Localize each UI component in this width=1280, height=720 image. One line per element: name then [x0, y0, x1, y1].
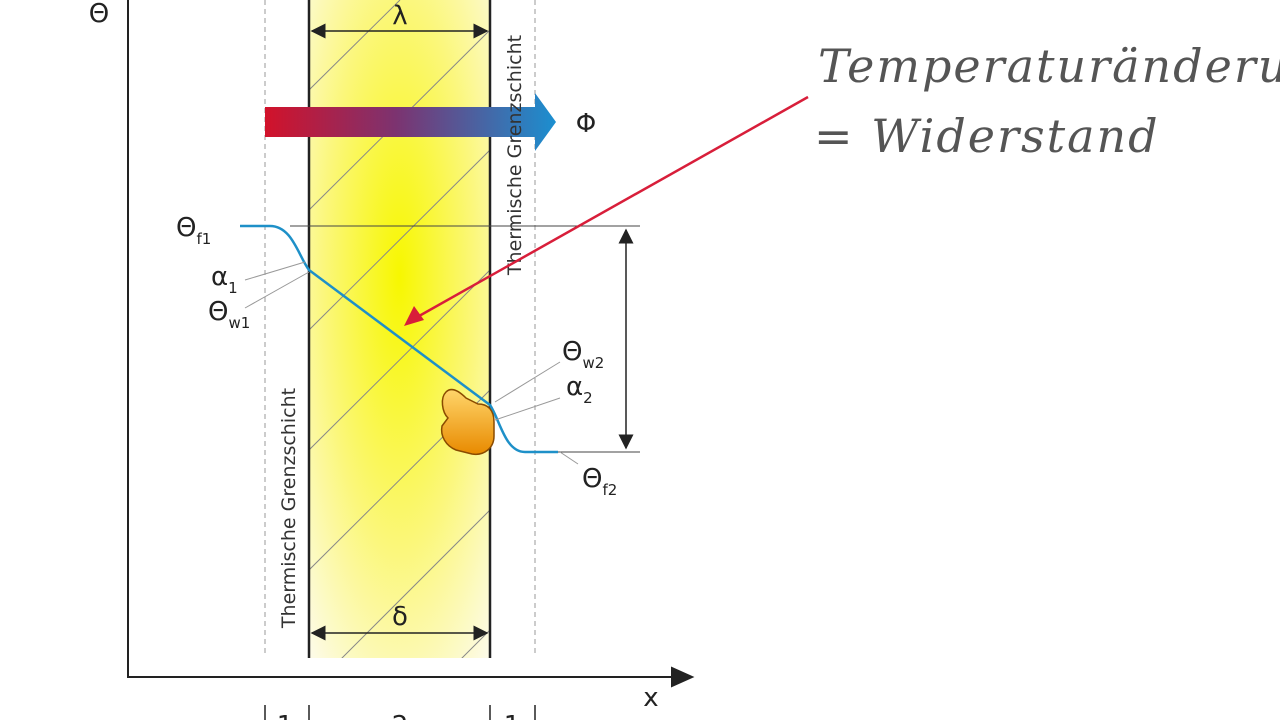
subscript: w2: [582, 354, 604, 372]
lambda-label: λ: [392, 1, 407, 31]
subscript: f2: [602, 481, 617, 499]
bottom-label: 1: [504, 711, 521, 720]
axes: [127, 0, 695, 688]
hatching: [309, 0, 490, 658]
label-theta-w1: Θw1: [208, 297, 250, 332]
symbol: Θ: [562, 337, 582, 367]
boundary-label-left: Thermische Grenzschicht: [278, 388, 300, 629]
heat-flow-label: Φ: [576, 109, 596, 139]
annotation-arrowhead: [404, 306, 424, 326]
delta-label: δ: [392, 602, 408, 632]
heat-flow-arrow: [265, 93, 556, 151]
y-axis-label: Θ: [89, 0, 109, 29]
leader-lines: [244, 261, 579, 465]
bottom-label: 2: [392, 711, 409, 720]
wall-fill: [309, 0, 490, 658]
symbol: Θ: [208, 297, 228, 327]
hand-cursor: [440, 388, 495, 456]
subscript: 1: [228, 279, 238, 297]
label-theta-f1: Θf1: [176, 213, 211, 248]
label-theta-f2: Θf2: [582, 464, 617, 499]
annotation-line-1: Temperaturänderung: [818, 39, 1280, 93]
symbol: α: [211, 262, 228, 292]
subscript: w1: [228, 314, 250, 332]
bottom-ticks: [264, 705, 536, 720]
boundary-label-right: Thermische Grenzschicht: [504, 35, 526, 276]
symbol: Θ: [176, 213, 196, 243]
symbol: α: [566, 372, 583, 402]
annotation-line-2: = Widerstand: [814, 109, 1160, 163]
temperature-curve: [240, 224, 558, 454]
label-theta-w2: Θw2: [562, 337, 604, 372]
bottom-label: 1: [277, 711, 294, 720]
symbol: Θ: [582, 464, 602, 494]
label-alpha-2: α2: [566, 372, 593, 407]
label-alpha-1: α1: [211, 262, 238, 297]
x-axis-label: x: [643, 683, 658, 713]
subscript: 2: [583, 389, 593, 407]
subscript: f1: [196, 230, 211, 248]
annotation-arrow: [411, 95, 809, 322]
